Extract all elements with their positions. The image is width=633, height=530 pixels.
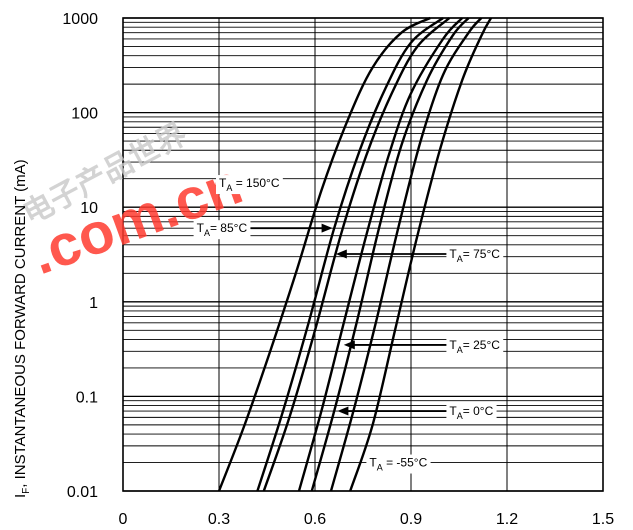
x-tick-label: 1.2 (496, 511, 518, 528)
annotation-t0: TA= 0°C (449, 404, 493, 421)
annotation-bg (446, 246, 504, 266)
series-line-5 (329, 17, 483, 492)
x-tick-label: 1.5 (592, 511, 614, 528)
chart-series (217, 16, 493, 492)
x-tick-labels: 0 0.3 0.6 0.9 1.2 1.5 (119, 511, 615, 528)
chart-annotations: TA = 150°C TA= 85°C TA= 75°C TA= 25°C TA= 0°… (193, 175, 504, 474)
annotation-arrow-head (337, 406, 349, 416)
plot-frame (122, 17, 604, 492)
y-tick-labels: 0.01 0.1 1 10 100 1000 (62, 11, 98, 501)
annotation-t25: TA= 25°C (449, 338, 500, 355)
annotation-t75: TA= 75°C (449, 247, 500, 264)
x-tick-label: 0.9 (400, 511, 422, 528)
y-axis-label: IF, INSTANTANEOUS FORWARD CURRENT (mA) (12, 159, 32, 498)
series-line-3 (297, 17, 464, 492)
annotation-arrow-head (321, 223, 333, 233)
y-tick-label: 100 (71, 106, 98, 123)
series-line-6 (349, 17, 493, 492)
y-tick-label: 0.1 (76, 389, 98, 406)
y-tick-label: 1 (89, 295, 98, 312)
y-tick-label: 10 (80, 200, 98, 217)
x-tick-label: 0.6 (304, 511, 326, 528)
x-tick-label: 0.3 (208, 511, 230, 528)
annotation-t85: TA= 85°C (197, 221, 248, 238)
series-line-2 (262, 17, 451, 492)
chart-grid (122, 17, 604, 492)
annotation-arrow-head (335, 249, 347, 259)
series-line-1 (256, 17, 444, 492)
y-tick-label: 0.01 (67, 484, 98, 501)
annotation-bg (366, 454, 431, 474)
annotation-t150: TA = 150°C (219, 176, 280, 193)
annotation-bg (193, 220, 251, 240)
annotation-tm55: TA = -55°C (369, 456, 427, 473)
y-tick-label: 1000 (62, 11, 98, 28)
series-line-4 (310, 17, 470, 492)
watermark: 电子产品世界 .com.cn (17, 117, 250, 288)
x-tick-label: 0 (119, 511, 128, 528)
annotation-bg (216, 175, 283, 195)
annotation-bg (446, 403, 497, 423)
series-line-0 (217, 16, 431, 492)
annotation-arrow-head (343, 340, 355, 350)
annotation-bg (446, 336, 504, 356)
